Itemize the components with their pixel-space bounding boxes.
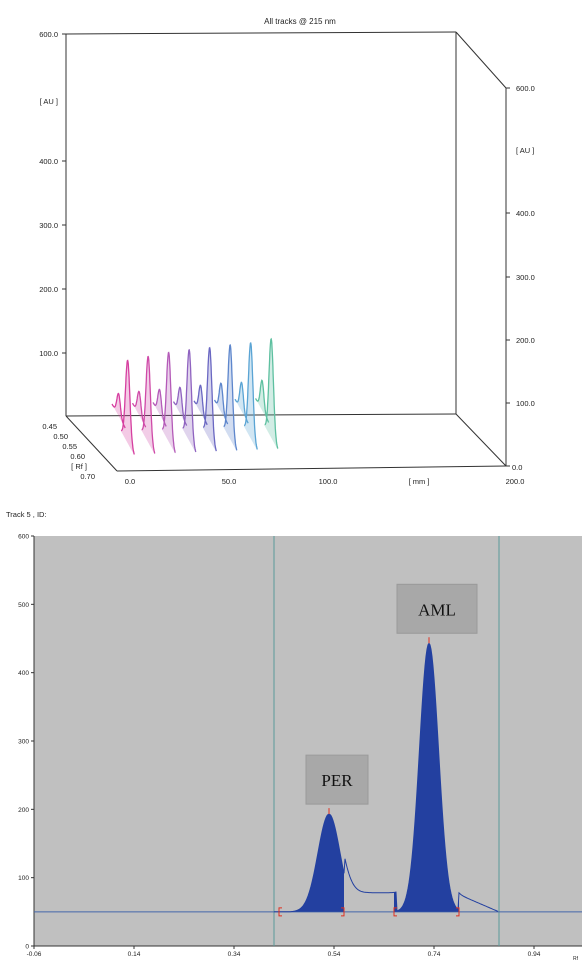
- depth-tick-5: 0.70: [80, 472, 95, 481]
- peak-label-box-aml: [396, 583, 478, 634]
- peak-area-per: [279, 814, 344, 912]
- plot-background: [34, 536, 582, 946]
- integration-marker-per-0: [278, 907, 282, 917]
- svg-text:600.0: 600.0: [39, 30, 58, 39]
- depth-tick-1: 0.50: [53, 432, 68, 441]
- svg-text:600.0: 600.0: [516, 84, 535, 93]
- right-y-tick-6: 0.0: [506, 463, 522, 472]
- right-y-tick-2: 400.0: [506, 209, 535, 218]
- peak-area-aml: [394, 643, 459, 912]
- y-tick-label-5: 500: [18, 602, 29, 609]
- left-y-axis: 600.0 [ AU ] 400.0 300.0 200.0 100.0: [39, 30, 66, 358]
- left-y-tick-3: 300.0: [39, 221, 66, 230]
- right-y-axis: 600.0 [ AU ] 400.0 300.0 200.0 100.0 0.0: [506, 84, 535, 472]
- y-tick-label-4: 400: [18, 670, 29, 677]
- svg-text:200.0: 200.0: [39, 285, 58, 294]
- right-y-tick-5: 100.0: [506, 399, 535, 408]
- integration-marker-aml-0: [393, 907, 397, 917]
- x-axis-3d: 0.0 50.0 100.0 [ mm ] 200.0: [125, 477, 525, 486]
- svg-text:300.0: 300.0: [516, 273, 535, 282]
- y-tick-label-0: 0: [25, 944, 29, 951]
- right-y-tick-4: 200.0: [506, 336, 535, 345]
- track-limits: [273, 536, 500, 946]
- x3d-tick-1: 50.0: [222, 477, 237, 486]
- left-y-tick-1: [ AU ]: [40, 97, 58, 106]
- left-y-tick-0: 600.0: [39, 30, 66, 39]
- y-tick-label-1: 100: [18, 875, 29, 882]
- bottom-chart-title: Track 5 , ID:: [6, 510, 47, 519]
- svg-text:400.0: 400.0: [39, 157, 58, 166]
- svg-text:200.0: 200.0: [516, 336, 535, 345]
- track-4-aml-line: [182, 348, 197, 453]
- depth-tick-4: [ Rf ]: [71, 462, 87, 471]
- integration-marker-aml-1: [456, 907, 460, 917]
- x-tick-label-1: 0.14: [128, 951, 141, 958]
- svg-text:100.0: 100.0: [516, 399, 535, 408]
- right-y-tick-0: 600.0: [506, 84, 535, 93]
- left-y-tick-4: 200.0: [39, 285, 66, 294]
- track-6-aml-line: [223, 344, 238, 451]
- depth-tick-2: 0.55: [62, 442, 77, 451]
- svg-text:[ AU ]: [ AU ]: [516, 146, 534, 155]
- top-chart-title: All tracks @ 215 nm: [264, 17, 336, 26]
- x-unit-label: Rf: [573, 956, 579, 962]
- svg-text:[ AU ]: [ AU ]: [40, 97, 58, 106]
- x3d-tick-2: 100.0: [319, 477, 338, 486]
- signal-trace: [274, 642, 499, 913]
- integration-marker-per-1: [341, 907, 345, 917]
- x-tick-label-3: 0.54: [328, 951, 341, 958]
- track-peaks: [111, 337, 279, 456]
- plot-box: [65, 31, 507, 472]
- signal: [34, 637, 582, 917]
- right-y-tick-3: 300.0: [506, 273, 535, 282]
- x3d-tick-3: [ mm ]: [409, 477, 430, 486]
- peak-label-per: PER: [321, 771, 353, 790]
- x-tick-label-0: -0.06: [27, 951, 42, 958]
- track-7-aml-line: [243, 341, 258, 450]
- three-d-chart: All tracks @ 215 nm 600.0 [ AU ] 400.0 3…: [39, 17, 535, 486]
- right-y-tick-1: [ AU ]: [516, 146, 534, 155]
- y-tick-label-6: 600: [18, 534, 29, 541]
- y-tick-label-2: 200: [18, 807, 29, 814]
- depth-tick-0: 0.45: [42, 422, 57, 431]
- x3d-tick-4: 200.0: [506, 477, 525, 486]
- track-3-aml-line: [161, 351, 176, 453]
- track-8-aml-line: [264, 337, 279, 449]
- peak-label-box-per: [305, 754, 369, 805]
- depth-tick-3: 0.60: [70, 452, 85, 461]
- x-tick-label-5: 0.94: [528, 951, 541, 958]
- x3d-tick-0: 0.0: [125, 477, 135, 486]
- svg-text:300.0: 300.0: [39, 221, 58, 230]
- left-y-tick-2: 400.0: [39, 157, 66, 166]
- x-tick-label-4: 0.74: [428, 951, 441, 958]
- svg-text:400.0: 400.0: [516, 209, 535, 218]
- track-1-aml-line: [120, 359, 135, 455]
- left-y-tick-5: 100.0: [39, 349, 66, 358]
- svg-text:100.0: 100.0: [39, 349, 58, 358]
- y-tick-label-3: 300: [18, 739, 29, 746]
- peak-label-aml: AML: [418, 600, 456, 619]
- x-axis-2d: -0.06 0.14 0.34 0.54 0.74 0.94: [27, 946, 541, 958]
- depth-axis: 0.45 0.50 0.55 0.60 [ Rf ] 0.70: [42, 422, 95, 481]
- track-2-aml-line: [141, 355, 156, 454]
- y-axis-2d: 0 100 200 300 400 500 600: [18, 534, 34, 951]
- track-5-aml-line: [203, 346, 217, 452]
- svg-text:0.0: 0.0: [512, 463, 522, 472]
- peak-labels: PER AML: [305, 583, 478, 805]
- x-tick-label-2: 0.34: [228, 951, 241, 958]
